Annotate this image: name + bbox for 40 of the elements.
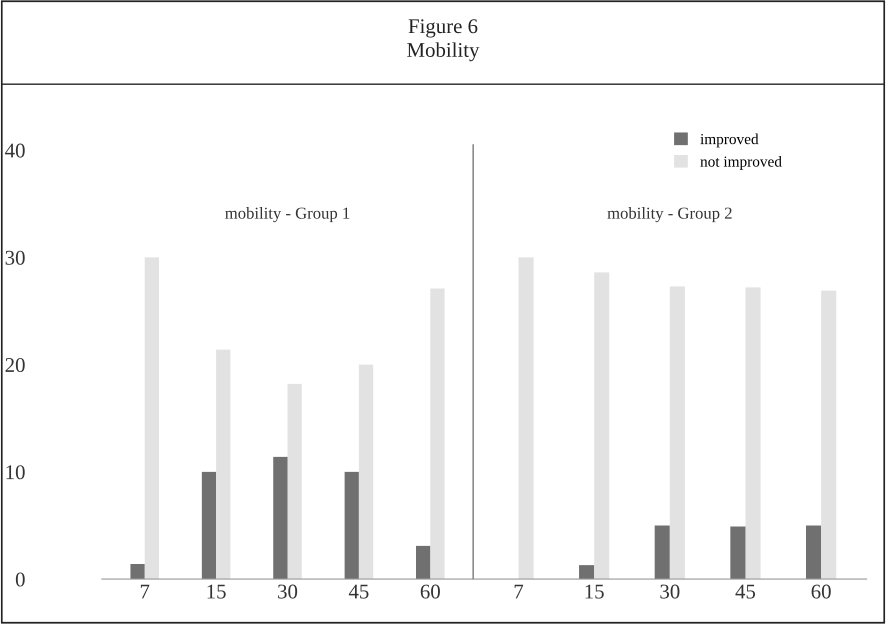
x-tick-label: 30 [660,584,680,599]
x-tick-label: 30 [278,584,298,599]
legend-label: not improved [700,156,782,170]
caption: Figure 6 [408,19,478,38]
bar [670,286,685,580]
bar [579,565,594,580]
bar [430,288,445,580]
bar [216,350,230,580]
bar [806,525,822,580]
x-tick-label: 60 [420,584,440,599]
y-tick-label: 30 [6,250,25,265]
text: mobility - Group 2 [607,207,732,222]
bar [344,472,359,580]
y-tick-label: 40 [5,144,25,158]
bar [654,525,670,580]
legend-label: improved [700,133,758,148]
bar [730,526,746,580]
bar [288,384,302,580]
y-tick-label: 0 [16,572,25,587]
x-tick-label: 45 [348,584,368,599]
y-tick-label: 10 [6,465,25,480]
y-tick-label: 20 [6,358,25,372]
bar [518,257,534,580]
bar [745,287,761,580]
bar [358,364,374,580]
bar [202,472,216,580]
text: mobility - Group 1 [225,207,350,222]
bar [594,272,610,580]
bar [144,257,160,580]
bar [821,290,836,580]
bar [130,564,145,580]
x-tick-label: 60 [812,584,831,599]
x-tick-label: 45 [735,584,756,599]
bar [416,546,430,580]
bar [273,456,288,580]
x-tick-label: 7 [514,584,524,598]
x-tick-label: 15 [208,584,226,599]
x-tick-label: 7 [140,584,150,598]
x-tick-label: 15 [586,584,604,599]
text: Mobility [407,42,480,62]
